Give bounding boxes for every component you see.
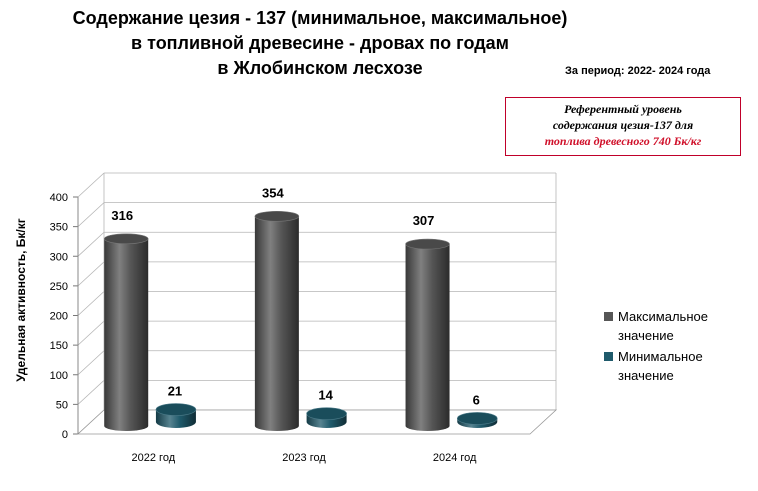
data-label-min-3: 6 (473, 392, 480, 407)
y-tick-label: 0 (62, 429, 68, 441)
gridline-side (77, 172, 105, 198)
title-line-2: в топливной древесине - дровах по годам (131, 33, 509, 53)
bar-max-2 (254, 216, 299, 432)
title-line-3: в Жлобинском лесхозе (217, 58, 423, 78)
y-tick-label: 200 (50, 311, 68, 323)
reference-line-1: Референтный уровень (564, 102, 682, 116)
data-label-min-2: 14 (318, 388, 333, 403)
bar-max-3 (405, 244, 450, 432)
bar-min-2-top (306, 407, 347, 421)
legend: Максимальное значение Минимальное значен… (604, 307, 758, 387)
title-line-1: Содержание цезия - 137 (минимальное, мак… (72, 8, 568, 28)
reference-level-box: Референтный уровень содержания цезия-137… (505, 97, 741, 156)
legend-item-min: Минимальное значение (604, 347, 758, 385)
legend-swatch-max (604, 312, 613, 321)
reference-line-2: содержания цезия-137 для (552, 118, 694, 132)
gridline-side (77, 202, 105, 227)
y-axis-label: Удельная активность, Бк/кг (14, 218, 28, 382)
x-tick-label: 2023 год (282, 452, 326, 464)
legend-label-min: Минимальное значение (618, 349, 703, 383)
gridline-side (77, 231, 105, 257)
gridline-side (77, 320, 105, 346)
legend-item-max: Максимальное значение (604, 307, 758, 345)
legend-swatch-min (604, 352, 613, 361)
gridline-side (77, 350, 105, 376)
chart-title: Содержание цезия - 137 (минимальное, мак… (40, 6, 600, 81)
bar-max-2-top (254, 210, 300, 222)
y-tick-label: 300 (50, 251, 68, 263)
x-tick-label: 2024 год (433, 452, 477, 464)
bar-max-1 (104, 238, 149, 432)
y-tick-label: 350 (50, 222, 68, 234)
gridline-side (77, 380, 105, 405)
y-tick-label: 50 (56, 399, 68, 411)
data-label-max-3: 307 (413, 213, 435, 228)
data-label-max-2: 354 (262, 185, 284, 200)
gridline-side (77, 261, 105, 287)
y-tick-label: 150 (50, 340, 68, 352)
legend-label-max: Максимальное значение (618, 309, 708, 343)
y-tick-label: 250 (50, 281, 68, 293)
y-tick-label: 400 (50, 192, 68, 204)
gridline-side (77, 291, 105, 316)
data-label-max-1: 316 (111, 208, 133, 223)
bar-max-1-top (103, 233, 149, 245)
period-label: За период: 2022- 2024 года (565, 65, 711, 77)
bar-min-3-top (456, 412, 498, 425)
bar-max-3-top (405, 238, 450, 250)
data-label-min-1: 21 (168, 384, 182, 399)
x-tick-label: 2022 год (132, 452, 176, 464)
bar-min-1-top (155, 403, 197, 416)
y-tick-label: 100 (50, 370, 68, 382)
reference-line-3: топлива древесного 740 Бк/кг (544, 134, 702, 148)
